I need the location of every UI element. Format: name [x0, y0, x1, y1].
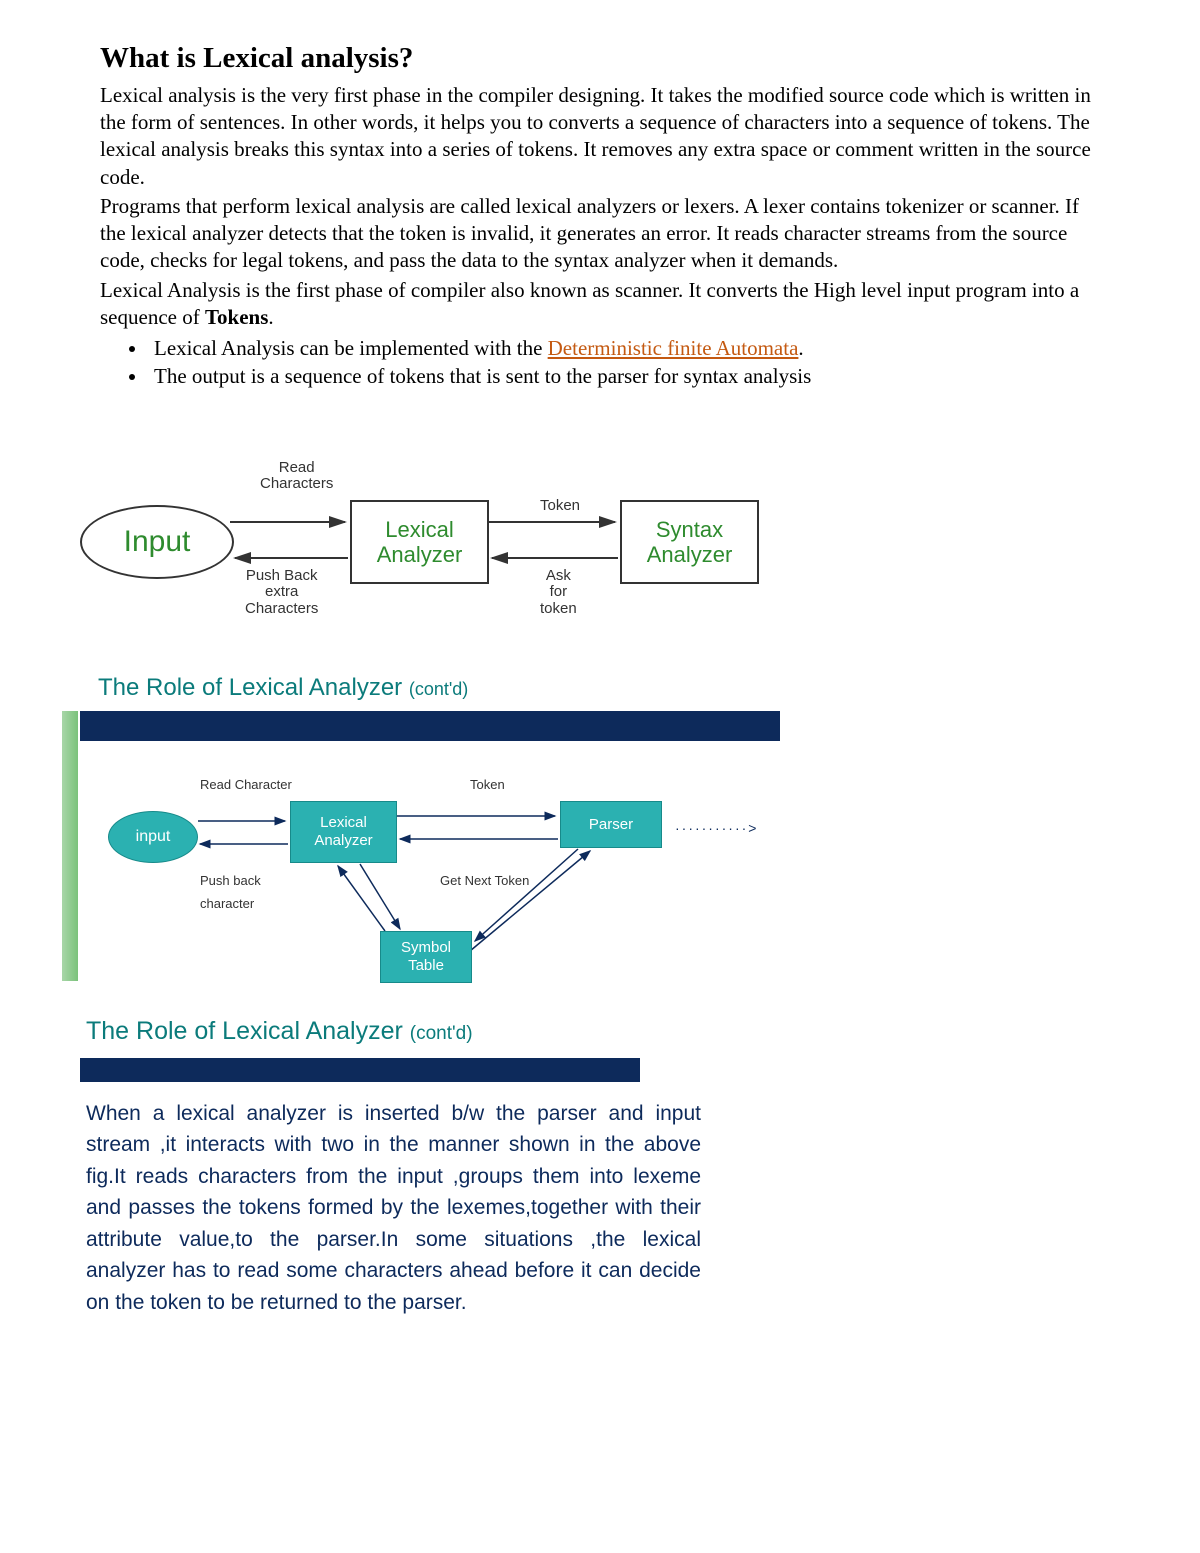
d2-navy-bar: [80, 711, 780, 741]
d2-symbol-box: Symbol Table: [380, 931, 472, 983]
d2-getnext-label: Get Next Token: [440, 873, 529, 890]
section-3: The Role of Lexical Analyzer (cont'd) Wh…: [80, 1015, 780, 1318]
d2-title: The Role of Lexical Analyzer (cont'd): [98, 672, 780, 703]
bullet1-pre: Lexical Analysis can be implemented with…: [154, 336, 548, 360]
d2-parser-box: Parser: [560, 801, 662, 848]
intro-para-2: Programs that perform lexical analysis a…: [100, 193, 1100, 275]
bullet-2: The output is a sequence of tokens that …: [148, 363, 1100, 390]
d1-syn-line1: Syntax: [656, 517, 723, 542]
d1-syntax-box: Syntax Analyzer: [620, 500, 759, 584]
diagram-2-section: The Role of Lexical Analyzer (cont'd): [80, 672, 780, 1001]
d2-input-oval: input: [108, 811, 198, 863]
s3-body-text: When a lexical analyzer is inserted b/w …: [86, 1098, 701, 1319]
d1-input-oval: Input: [80, 505, 234, 579]
bullet-list: Lexical Analysis can be implemented with…: [100, 335, 1100, 390]
s3-title: The Role of Lexical Analyzer (cont'd): [86, 1015, 780, 1048]
dfa-link[interactable]: Deterministic finite Automata: [548, 336, 799, 360]
d1-lex-line2: Analyzer: [377, 542, 463, 567]
para3-period: .: [268, 305, 273, 329]
intro-para-1: Lexical analysis is the very first phase…: [100, 82, 1100, 191]
d1-read-label: Read Characters: [260, 460, 333, 493]
d1-pushback-label: Push Back extra Characters: [245, 568, 318, 618]
d2-dotted-arrow: ···········>: [675, 819, 758, 837]
d2-green-sidebar: [62, 711, 78, 981]
bullet-1: Lexical Analysis can be implemented with…: [148, 335, 1100, 362]
d1-ask-label: Ask for token: [540, 568, 577, 618]
diagram-2: input Lexical Analyzer Parser Symbol Tab…: [80, 741, 780, 1001]
d1-token-label: Token: [540, 498, 580, 515]
d2-pushback-label: Push back character: [200, 873, 261, 913]
d2-token-label: Token: [470, 777, 505, 794]
s3-navy-bar: [80, 1058, 640, 1082]
d2-lexical-box: Lexical Analyzer: [290, 801, 397, 863]
para3-bold: Tokens: [205, 305, 268, 329]
bullet1-period: .: [798, 336, 803, 360]
d1-lex-line1: Lexical: [385, 517, 453, 542]
d2-readchar-label: Read Character: [200, 777, 292, 794]
intro-para-3: Lexical Analysis is the first phase of c…: [100, 277, 1100, 332]
d1-lexical-box: Lexical Analyzer: [350, 500, 489, 584]
page-title: What is Lexical analysis?: [100, 40, 1100, 78]
diagram-1: Input Lexical Analyzer Syntax Analyzer R…: [80, 450, 780, 660]
d1-syn-line2: Analyzer: [647, 542, 733, 567]
